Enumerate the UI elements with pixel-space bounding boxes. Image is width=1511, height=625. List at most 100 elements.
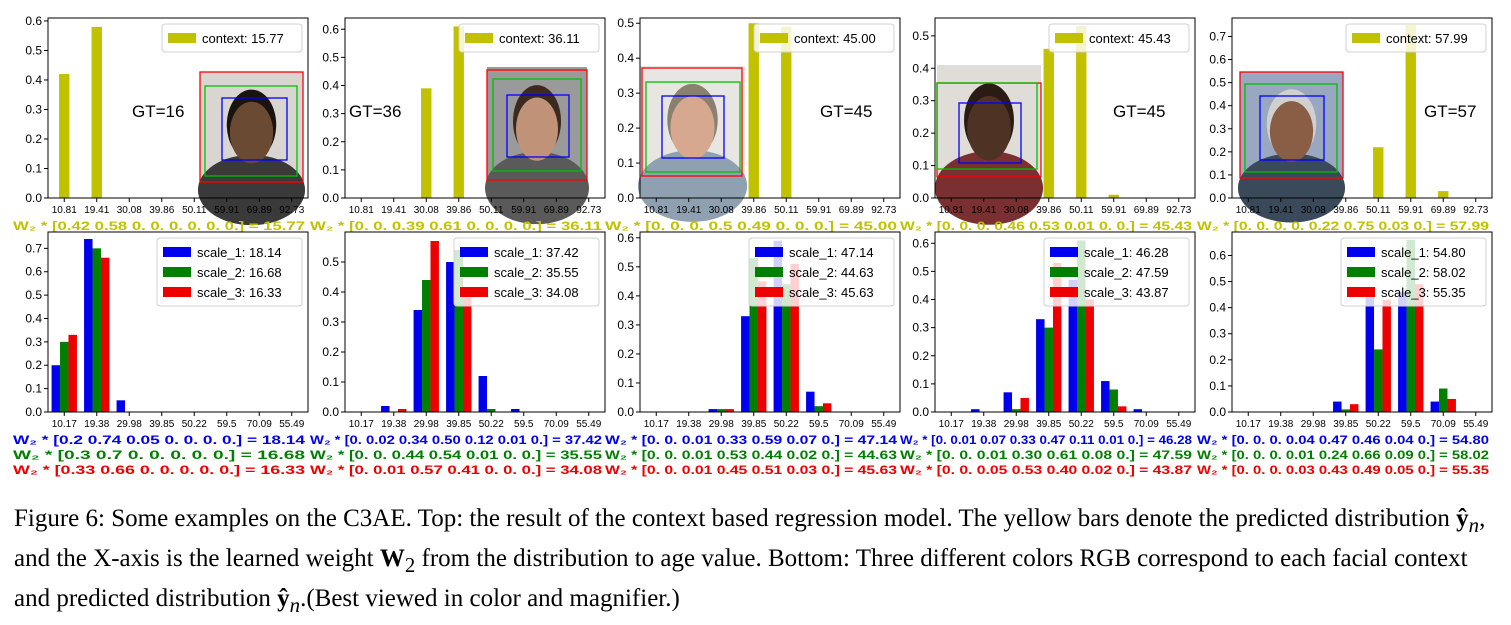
y-tick-label: 0.3 [25, 335, 42, 349]
legend: context: 45.00 [753, 23, 895, 53]
x-tick-label: 70.09 [839, 419, 864, 430]
bar-scale_1-10.17 [51, 365, 61, 412]
x-tick-label: 59.5 [514, 419, 534, 430]
x-tick-label: 50.22 [1069, 419, 1094, 430]
photo-shoulders [485, 151, 589, 225]
x-tick-label: 55.49 [1166, 419, 1191, 430]
legend-label-scale_3: scale_3: 43.87 [1084, 285, 1169, 300]
caption-label: Figure 6: [14, 505, 105, 532]
bar-scale_1-29.98 [708, 409, 718, 412]
photo-face [967, 96, 1011, 161]
x-tick-label: 39.85 [1036, 419, 1061, 430]
weight-formula-scale_3: W₂ * [0. 0.01 0.57 0.41 0. 0. 0.] = 34.0… [310, 465, 603, 477]
bar-scale_1-59.5 [1398, 292, 1407, 412]
legend-box [753, 23, 895, 53]
x-tick-label: 69.89 [1431, 205, 1456, 216]
x-tick-label: 50.11 [182, 205, 207, 216]
face-box-red [199, 71, 304, 183]
legend: scale_1: 37.42 scale_2: 35.55 scale_3: 34.… [453, 237, 600, 307]
y-tick-label: 0.5 [25, 288, 42, 302]
bar-scale_3-50.22 [1085, 299, 1094, 412]
bar-scale_3-50.22 [1382, 299, 1391, 412]
plot-frame [639, 231, 901, 413]
x-tick-label: 70.09 [1431, 419, 1456, 430]
legend-swatch-scale_3 [755, 287, 783, 297]
bar-scale_3-39.85 [1349, 404, 1359, 412]
legend-swatch-scale_1 [460, 247, 488, 257]
y-tick-label: 0.5 [25, 43, 42, 57]
y-tick-label: 0.4 [1209, 301, 1226, 315]
legend: context: 57.99 [1345, 23, 1487, 53]
caption-sub-2: 2 [404, 553, 416, 577]
x-tick-label: 92.73 [1463, 205, 1488, 216]
y-tick-label: 0.4 [617, 289, 634, 303]
y-tick-label: 0.0 [1209, 191, 1226, 205]
y-tick-label: 0.1 [1209, 168, 1226, 182]
x-tick-label: 19.38 [676, 419, 701, 430]
x-tick-label: 59.91 [806, 205, 831, 216]
x-tick-label: 55.49 [576, 419, 601, 430]
legend-swatch-scale_2 [1347, 267, 1375, 277]
legend-swatch-context [465, 33, 493, 43]
legend-label-context: context: 15.77 [202, 31, 284, 46]
x-tick-label: 39.86 [1333, 205, 1358, 216]
face-photo [485, 67, 589, 225]
legend-swatch-scale_1 [755, 247, 783, 257]
x-tick-label: 55.49 [279, 419, 304, 430]
x-tick-label: 69.89 [839, 205, 864, 216]
legend-swatch-scale_3 [1050, 287, 1078, 297]
bar-scale_1-29.98 [116, 400, 126, 412]
bar-scale_2-39.85 [1044, 327, 1053, 412]
face-box-green [492, 78, 582, 172]
photo-shoulders [1237, 153, 1346, 223]
y-tick-label: 0.1 [912, 377, 929, 391]
x-tick-label: 70.09 [544, 419, 569, 430]
legend-swatch-scale_3 [163, 287, 191, 297]
bar-scale_1-50.22 [478, 376, 488, 412]
photo-face [670, 96, 715, 159]
legend-label-context: context: 45.00 [794, 31, 876, 46]
x-tick-label: 70.09 [247, 419, 272, 430]
bar-scale_1-39.85 [446, 262, 455, 412]
bar-scale_1-50.22 [1068, 279, 1078, 412]
y-tick-label: 0.2 [322, 345, 339, 359]
bar-scale_3-59.5 [1117, 406, 1127, 412]
caption-sub-n: n [1468, 513, 1480, 537]
y-tick-label: 0.1 [25, 161, 42, 175]
photo-shoulders [637, 150, 748, 222]
plot-frame [47, 231, 309, 413]
x-tick-label: 59.91 [214, 205, 239, 216]
y-tick-label: 0.3 [25, 102, 42, 116]
bar-context-19.41 [91, 26, 102, 198]
y-tick-label: 0.0 [25, 191, 42, 205]
bar-scale_2-39.85 [454, 250, 463, 412]
x-tick-label: 19.41 [971, 205, 996, 216]
legend-label-scale_1: scale_1: 37.42 [494, 245, 579, 260]
y-tick-label: 0.5 [617, 260, 634, 274]
y-tick-label: 0.3 [322, 315, 339, 329]
legend-label-scale_2: scale_2: 47.59 [1084, 265, 1169, 280]
weight-formula-context: W₂ * [0. 0. 0.39 0.61 0. 0. 0. 0.] = 36.… [310, 221, 603, 233]
weight-formula-context: W₂ * [0.42 0.58 0. 0. 0. 0. 0. 0.] = 15.… [13, 221, 305, 233]
chart-panel-7: 0.0 0.1 0.2 0.3 0.4 0.5 10.17 19.38 29.98 39.85 50… [310, 231, 606, 477]
bar-context-30.08 [421, 88, 432, 198]
legend: scale_1: 54.80 scale_2: 58.02 scale_3: 55.… [1340, 237, 1487, 307]
x-tick-label: 39.86 [741, 205, 766, 216]
x-tick-label: 10.17 [644, 419, 669, 430]
y-tick-label: 0.0 [1209, 405, 1226, 419]
y-tick-label: 0.0 [617, 191, 634, 205]
y-tick-label: 0.0 [912, 191, 929, 205]
legend-box [1340, 237, 1487, 307]
chart-panel-6: 0.0 0.1 0.2 0.3 0.4 0.5 0.6 0.7 10.17 19.38 29.98 3… [13, 231, 309, 477]
weight-formula-scale_1: W₂ * [0.2 0.74 0.05 0. 0. 0. 0.] = 18.14 [13, 435, 306, 447]
x-tick-label: 29.98 [414, 419, 439, 430]
legend-box [1048, 23, 1190, 53]
chart-panel-1: GT=16 0.0 0.1 0.2 0.3 0.4 0.5 0.6 10.81 19.41 30.0… [13, 14, 309, 233]
bar-scale_1-59.5 [1101, 381, 1110, 412]
y-tick-label: 0.3 [617, 86, 634, 100]
x-tick-label: 19.41 [1268, 205, 1293, 216]
x-tick-label: 39.85 [1333, 419, 1358, 430]
y-tick-label: 0.4 [912, 293, 929, 307]
photo-face [516, 97, 558, 161]
legend-swatch-scale_1 [1050, 247, 1078, 257]
